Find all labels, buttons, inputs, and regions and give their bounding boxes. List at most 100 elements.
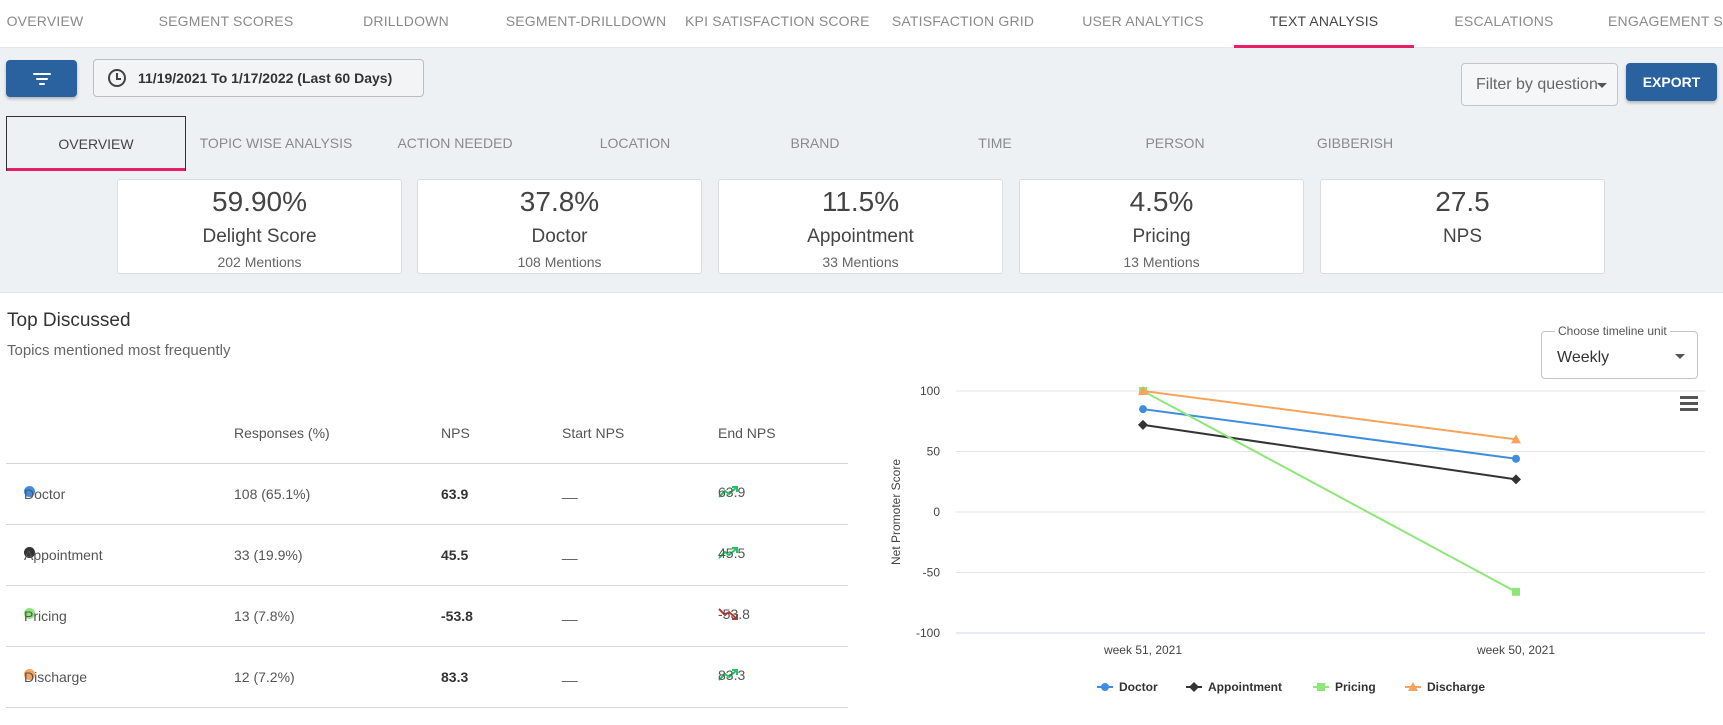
responses-cell: 108 (65.1%) <box>234 486 311 502</box>
score-mentions: 13 Mentions <box>1123 254 1200 270</box>
series-dot <box>24 669 35 680</box>
section-title: Top Discussed <box>7 310 131 331</box>
clock-icon <box>108 69 126 87</box>
series-doctor <box>1139 405 1520 463</box>
start-nps-cell: __ <box>562 666 578 682</box>
x-tick-label: week 51, 2021 <box>1103 643 1182 657</box>
series-appointment <box>1138 419 1521 485</box>
score-value: 37.8% <box>519 186 600 217</box>
series-line <box>1142 423 1517 481</box>
series-line <box>1142 390 1517 593</box>
legend-item: Discharge <box>1405 680 1485 694</box>
score-name: Doctor <box>531 226 588 247</box>
score-card-pricing: 4.5% Pricing 13 Mentions <box>1019 179 1304 274</box>
end-nps-value: -53.8 <box>718 606 750 622</box>
data-point <box>1138 386 1148 395</box>
tab-segment-drilldown[interactable]: SEGMENT-DRILLDOWN <box>505 13 667 29</box>
tab-user-analytics[interactable]: USER ANALYTICS <box>1082 13 1204 29</box>
score-value: 11.5% <box>821 186 900 217</box>
export-button[interactable]: EXPORT <box>1626 63 1717 101</box>
series-pricing <box>1139 387 1520 596</box>
subtab-person[interactable]: PERSON <box>1145 135 1205 151</box>
tab-escalations[interactable]: ESCALATIONS <box>1454 13 1554 29</box>
series-line <box>1142 408 1517 460</box>
trend-up-icon <box>718 484 741 500</box>
start-nps-cell: __ <box>562 483 578 499</box>
tab-engagement-summary[interactable]: ENGAGEMENT SU <box>1608 13 1723 29</box>
tab-kpi-satisfaction-score[interactable]: KPI SATISFACTION SCORE <box>685 13 870 29</box>
subtab-time[interactable]: TIME <box>978 135 1012 151</box>
responses-cell: 33 (19.9%) <box>234 547 303 563</box>
score-card-delight: 59.90% Delight Score 202 Mentions <box>117 179 402 274</box>
chevron-down-icon <box>1597 83 1607 88</box>
legend-marker <box>1408 682 1418 691</box>
timeline-unit-select[interactable]: Choose timeline unit Weekly <box>1541 324 1698 379</box>
nps-cell: -53.8 <box>441 608 473 624</box>
score-name: Appointment <box>807 226 914 247</box>
data-point <box>1512 587 1520 596</box>
filter-icon <box>32 70 52 88</box>
header-end-nps: End NPS <box>718 425 776 441</box>
header-start-nps: Start NPS <box>562 425 625 441</box>
subtab-brand[interactable]: BRAND <box>790 135 840 151</box>
table-row: Pricing 13 (7.8%) -53.8 __ -53.8 <box>6 586 848 647</box>
score-mentions: 108 Mentions <box>517 254 602 270</box>
topics-table: Responses (%) NPS Start NPS End NPS Doct… <box>6 405 848 708</box>
legend-marker <box>1101 683 1109 691</box>
tab-satisfaction-grid[interactable]: SATISFACTION GRID <box>891 13 1035 29</box>
series-dot <box>24 486 35 497</box>
top-navigation: OVERVIEW SEGMENT SCORES DRILLDOWN SEGMEN… <box>0 0 1723 48</box>
chart-menu-icon[interactable] <box>1680 396 1698 412</box>
header-nps: NPS <box>441 425 470 441</box>
series-line <box>1142 390 1517 441</box>
subtab-action-needed[interactable]: ACTION NEEDED <box>397 135 513 151</box>
question-filter-select[interactable]: Filter by question <box>1461 63 1618 106</box>
score-mentions: 202 Mentions <box>217 254 302 270</box>
score-mentions: 33 Mentions <box>822 254 899 270</box>
series-discharge <box>1138 386 1521 444</box>
date-range-button[interactable]: 11/19/2021 To 1/17/2022 (Last 60 Days) <box>93 59 424 97</box>
series-dot <box>24 608 35 619</box>
question-filter-placeholder: Filter by question <box>1476 76 1598 93</box>
legend-item: Doctor <box>1097 680 1158 694</box>
trend-down-icon <box>718 606 741 622</box>
timeline-unit-label: Choose timeline unit <box>1555 324 1670 338</box>
nps-cell: 45.5 <box>441 547 469 563</box>
legend-label: Appointment <box>1208 680 1282 694</box>
header-responses: Responses (%) <box>234 425 330 441</box>
tab-segment-scores[interactable]: SEGMENT SCORES <box>158 13 294 29</box>
y-tick-label: 0 <box>933 505 940 519</box>
legend-label: Pricing <box>1335 680 1376 694</box>
tab-text-analysis[interactable]: TEXT ANALYSIS <box>1234 0 1414 48</box>
trend-up-icon <box>718 667 741 683</box>
table-row: Appointment 33 (19.9%) 45.5 __ 45.5 <box>6 525 848 586</box>
score-card-nps: 27.5 NPS <box>1320 179 1605 274</box>
end-nps-value: 83.3 <box>718 667 746 683</box>
section-subtitle: Topics mentioned most frequently <box>7 342 231 359</box>
topic-label: Doctor <box>24 486 66 502</box>
score-card-appointment: 11.5% Appointment 33 Mentions <box>718 179 1003 274</box>
table-header: Responses (%) NPS Start NPS End NPS <box>6 405 848 464</box>
y-tick-label: 100 <box>920 384 940 398</box>
nps-line-chart: 100 50 0 -50 -100 Net Promoter Score week 51, … <box>889 384 1705 694</box>
table-row: Discharge 12 (7.2%) 83.3 __ 83.3 <box>6 647 848 708</box>
responses-cell: 13 (7.8%) <box>234 608 295 624</box>
subtab-topic-wise-analysis[interactable]: TOPIC WISE ANALYSIS <box>199 135 353 151</box>
subtab-gibberish[interactable]: GIBBERISH <box>1316 135 1394 151</box>
y-tick-label: 50 <box>927 445 941 459</box>
timeline-unit-value: Weekly <box>1557 349 1610 366</box>
data-point <box>1511 434 1521 444</box>
subtab-overview[interactable]: OVERVIEW <box>6 116 186 171</box>
end-nps-value: 45.5 <box>718 545 746 561</box>
subtab-location[interactable]: LOCATION <box>599 135 671 151</box>
legend-item: Appointment <box>1186 680 1282 694</box>
table-row: Doctor 108 (65.1%) 63.9 __ 63.9 <box>6 464 848 525</box>
end-nps-value: 63.9 <box>718 484 746 500</box>
score-value: 4.5% <box>1129 186 1194 217</box>
filter-button[interactable] <box>6 60 77 97</box>
tab-drilldown[interactable]: DRILLDOWN <box>363 13 449 29</box>
series-dot <box>24 547 35 558</box>
legend-item: Pricing <box>1313 680 1376 694</box>
tab-overview[interactable]: OVERVIEW <box>6 13 84 29</box>
y-tick-label: -100 <box>916 626 940 640</box>
